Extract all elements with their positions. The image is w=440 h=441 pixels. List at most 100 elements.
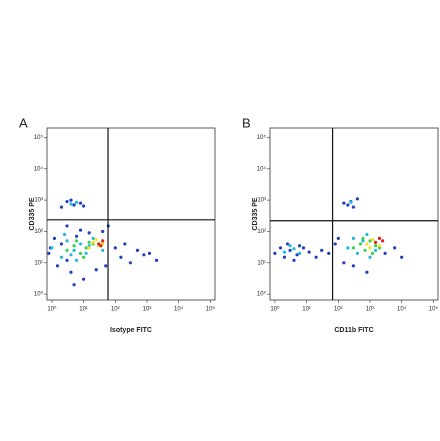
event-dot: [346, 203, 350, 207]
event-dot: [355, 251, 359, 255]
event-dot: [307, 250, 311, 254]
event-dot: [55, 264, 60, 268]
event-dot: [365, 232, 369, 237]
event-dot: [288, 248, 292, 252]
event-dot: [84, 246, 88, 250]
event-dot: [358, 242, 363, 246]
event-dot: [142, 253, 146, 257]
y-tick-label: 10⁰: [34, 291, 44, 298]
event-dot: [82, 255, 86, 259]
y-tick-label: 10²: [257, 229, 266, 235]
event-dot: [297, 251, 302, 255]
event-dot: [368, 246, 372, 250]
event-dot: [333, 242, 337, 246]
event-dot: [65, 224, 69, 228]
event-dot: [147, 251, 152, 255]
x-tick-label: 10⁵: [206, 306, 216, 313]
event-dot: [301, 246, 306, 250]
event-dot: [72, 244, 76, 248]
event-dot: [351, 236, 356, 241]
event-dot: [78, 242, 83, 246]
event-dot: [361, 236, 365, 241]
event-dot: [351, 246, 356, 250]
event-dot: [380, 239, 385, 243]
event-dot: [101, 229, 105, 234]
event-dot: [101, 248, 105, 252]
event-dot: [59, 242, 64, 246]
event-dot: [91, 236, 95, 241]
event-dot: [377, 236, 382, 241]
event-dot: [351, 205, 356, 209]
x-axis-title: Isotype FITC: [110, 327, 152, 334]
event-dot: [295, 253, 299, 257]
y-tick-label: 10¹: [257, 260, 266, 266]
event-dot: [346, 246, 350, 250]
event-dot: [363, 248, 367, 252]
y-tick-label: 10⁴: [257, 165, 267, 172]
event-dot: [288, 244, 292, 248]
event-dot: [368, 239, 372, 243]
event-dot: [123, 242, 127, 246]
event-dot: [82, 277, 86, 281]
y-tick-label: 10⁵: [34, 134, 44, 141]
event-dot: [69, 253, 73, 257]
event-dot: [65, 248, 69, 252]
plot-frame: [46, 127, 216, 301]
event-dot: [78, 251, 83, 255]
event-dot: [370, 251, 375, 255]
event-dot: [74, 234, 79, 238]
event-dot: [91, 240, 95, 244]
event-dot: [314, 255, 318, 259]
event-dot: [400, 255, 404, 259]
event-dot: [78, 228, 83, 232]
event-dot: [285, 242, 290, 246]
x-tick-label: 10⁵: [429, 306, 439, 313]
event-dot: [87, 246, 91, 250]
y-tick-label: 10⁴: [34, 165, 44, 172]
event-dot: [74, 258, 79, 262]
plot-frame: [269, 127, 439, 301]
event-dot: [74, 239, 79, 243]
event-dot: [373, 248, 378, 252]
event-dot: [72, 248, 76, 252]
x-tick-label: 10²: [334, 307, 343, 313]
event-dot: [373, 240, 378, 244]
event-dot: [282, 255, 287, 259]
event-dot: [72, 283, 76, 287]
event-dot: [292, 247, 296, 251]
event-dot: [297, 244, 302, 248]
panel-label: B: [242, 115, 251, 130]
event-dot: [94, 268, 98, 272]
event-dot: [377, 244, 382, 248]
event-dot: [327, 251, 331, 255]
panel-label: A: [19, 115, 28, 130]
event-dot: [119, 255, 123, 259]
event-dot: [52, 236, 57, 241]
event-dot: [99, 244, 103, 248]
event-dot: [342, 261, 346, 265]
event-dot: [69, 270, 73, 274]
event-dot: [113, 246, 117, 250]
event-dot: [365, 270, 369, 274]
event-dot: [78, 201, 83, 205]
x-tick-label: 10⁴: [397, 306, 407, 313]
event-dot: [342, 201, 346, 205]
event-dot: [69, 202, 73, 206]
y-tick-label: 10³: [34, 198, 43, 204]
y-tick-label: 10⁰: [257, 291, 267, 298]
x-tick-label: 10³: [366, 307, 375, 313]
y-tick-label: 10¹: [34, 260, 43, 266]
event-dot: [336, 236, 340, 241]
x-tick-label: 10²: [111, 307, 120, 313]
event-dot: [355, 197, 359, 201]
event-dot: [87, 240, 91, 244]
event-dot: [278, 246, 283, 250]
event-dot: [273, 251, 277, 255]
event-dot: [59, 255, 64, 259]
event-dot: [373, 244, 378, 248]
event-dot: [361, 239, 365, 243]
event-dot: [351, 264, 356, 268]
event-dot: [383, 251, 387, 255]
event-dot: [365, 242, 369, 246]
